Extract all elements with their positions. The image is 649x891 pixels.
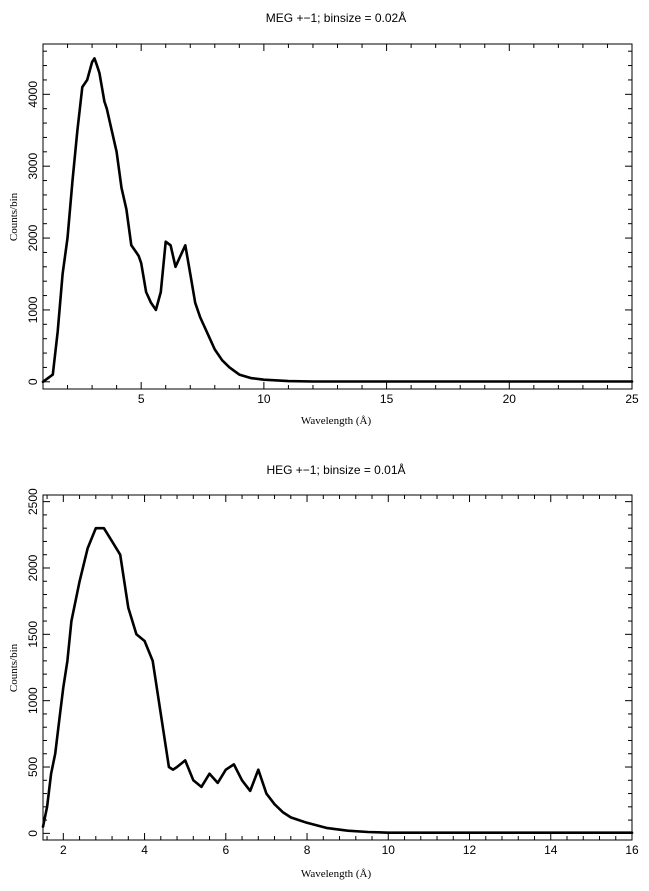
meg-ticks bbox=[42, 44, 633, 389]
meg-xtick-label: 25 bbox=[625, 392, 639, 406]
heg-spectrum-line bbox=[41, 526, 634, 834]
heg-ytick-label: 2000 bbox=[26, 554, 40, 581]
heg-xtick-label: 6 bbox=[222, 843, 229, 857]
meg-spectrum-line bbox=[41, 57, 634, 384]
meg-tick-labels: 5 10 15 20 25 0 1000 2000 3000 4000 bbox=[26, 81, 639, 406]
meg-x-axis-label: Wavelength (Å) bbox=[301, 415, 372, 427]
meg-xtick-label: 10 bbox=[257, 392, 271, 406]
heg-xtick-label: 16 bbox=[625, 843, 639, 857]
heg-ytick-label: 1500 bbox=[26, 621, 40, 648]
meg-xtick-label: 5 bbox=[138, 392, 145, 406]
heg-y-axis-label: Counts/bin bbox=[8, 643, 20, 692]
heg-x-axis-label: Wavelength (Å) bbox=[301, 868, 372, 880]
heg-ytick-label: 500 bbox=[26, 757, 40, 777]
heg-ytick-label: 1000 bbox=[26, 687, 40, 714]
meg-ytick-label: 3000 bbox=[26, 153, 40, 180]
meg-y-axis-label: Counts/bin bbox=[8, 192, 20, 241]
meg-panel: MEG +−1; binsize = 0.02Å 5 10 15 20 25 0 1000 2… bbox=[8, 10, 639, 427]
meg-xtick-label: 15 bbox=[380, 392, 394, 406]
heg-ytick-label: 0 bbox=[26, 830, 40, 837]
heg-xtick-label: 10 bbox=[382, 843, 396, 857]
meg-ytick-label: 0 bbox=[26, 378, 40, 385]
heg-xtick-label: 4 bbox=[141, 843, 148, 857]
heg-xtick-label: 14 bbox=[544, 843, 558, 857]
heg-ytick-label: 2500 bbox=[26, 488, 40, 515]
heg-xtick-label: 8 bbox=[304, 843, 311, 857]
heg-panel: HEG +−1; binsize = 0.01Å 2 4 6 8 10 12 14 16 0 50… bbox=[8, 462, 639, 880]
meg-ytick-label: 1000 bbox=[26, 296, 40, 323]
heg-xtick-label: 2 bbox=[60, 843, 67, 857]
meg-ytick-label: 4000 bbox=[26, 81, 40, 108]
heg-plot-frame bbox=[42, 494, 633, 841]
heg-tick-labels: 2 4 6 8 10 12 14 16 0 500 1000 1500 2000 2500 bbox=[26, 488, 639, 857]
heg-chart-title: HEG +−1; binsize = 0.01Å bbox=[266, 462, 405, 477]
heg-xtick-label: 12 bbox=[463, 843, 477, 857]
meg-chart-title: MEG +−1; binsize = 0.02Å bbox=[266, 10, 406, 25]
meg-xtick-label: 20 bbox=[503, 392, 517, 406]
meg-plot-frame bbox=[42, 43, 633, 390]
heg-ticks bbox=[43, 495, 633, 840]
meg-ytick-label: 2000 bbox=[26, 224, 40, 251]
